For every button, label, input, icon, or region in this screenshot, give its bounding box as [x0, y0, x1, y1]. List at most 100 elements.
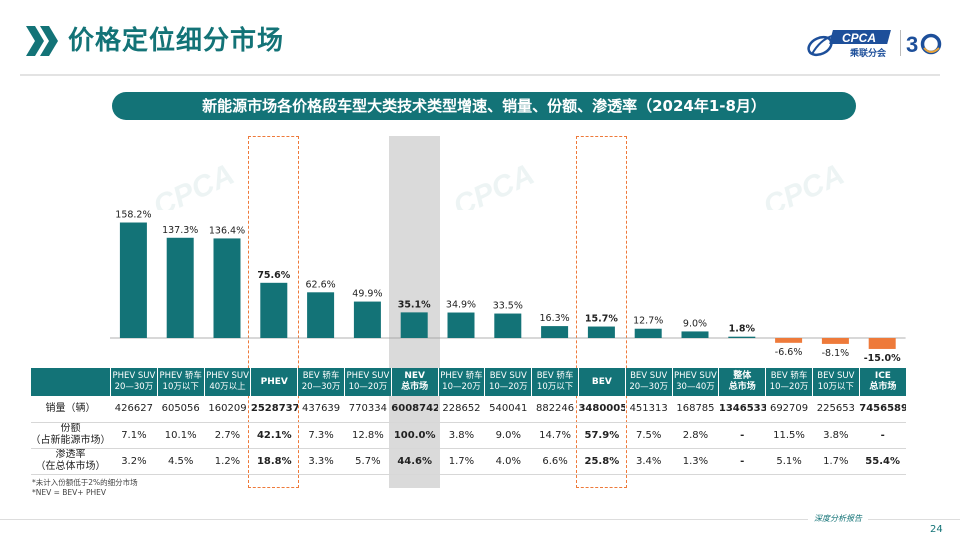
- table-cell: 7.5%: [625, 422, 673, 449]
- data-table: PHEV SUV 20—30万 PHEV 轿车 10万以下 PHEV SUV 40万以上 P…: [30, 368, 907, 475]
- svg-text:CPCA: CPCA: [842, 31, 876, 45]
- table-cell: 3.2%: [110, 448, 158, 475]
- column-header: PHEV SUV 20—30万: [110, 368, 158, 396]
- table-cell: 6008742: [391, 396, 439, 423]
- table-cell: 3480005: [578, 396, 626, 423]
- table-cell: 100.0%: [391, 422, 439, 449]
- table-cell: -: [718, 448, 766, 475]
- table-cell: 540041: [484, 396, 532, 423]
- bar-value-label: 137.3%: [162, 225, 198, 236]
- table-cell: 1.2%: [204, 448, 251, 475]
- table-row: 份额 （占新能源市场） 7.1% 10.1% 2.7% 42.1% 7.3% 12.8% 100…: [30, 422, 907, 449]
- table-cell: 3.8%: [812, 422, 860, 449]
- header-rule: [20, 74, 940, 76]
- bar-8: [494, 313, 522, 338]
- column-header-line: 20—30万: [629, 382, 668, 392]
- column-header-line: 30—40万: [676, 382, 715, 392]
- column-header: ICE 总市场: [858, 368, 907, 396]
- column-header-line: PHEV: [260, 376, 288, 387]
- table-cell: 692709: [765, 396, 813, 423]
- column-header: 整体 总市场: [718, 368, 766, 396]
- table-cell: 44.6%: [391, 448, 439, 475]
- column-header-line: 10—20万: [488, 382, 528, 392]
- table-cell: 57.9%: [578, 422, 626, 449]
- column-header: PHEV SUV 30—40万: [671, 368, 719, 396]
- anniversary-30-icon: 3: [906, 32, 942, 57]
- footnote: *NEV = BEV+ PHEV: [32, 488, 106, 497]
- bar-value-label: 136.4%: [209, 225, 245, 236]
- table-row: 销量（辆） 426627 605056 160209 2528737 437639 7703…: [30, 396, 907, 423]
- table-cell: 1.7%: [438, 448, 485, 475]
- column-header-line: PHEV 轿车: [440, 371, 483, 381]
- column-header-line: 20—30万: [301, 382, 341, 392]
- bar-value-label: 75.6%: [257, 270, 290, 281]
- table-cell: 451313: [625, 396, 673, 423]
- table-cell: 9.0%: [484, 422, 532, 449]
- table-cell: 5.1%: [765, 448, 813, 475]
- table-cell: 605056: [157, 396, 205, 423]
- column-header: PHEV 轿车 10万以下: [156, 368, 205, 396]
- bar-value-label: 62.6%: [306, 279, 336, 290]
- row-label-line: （占新能源市场）: [30, 435, 111, 446]
- column-header: BEV: [577, 368, 626, 396]
- row-label-line: 销量（辆）: [45, 402, 96, 414]
- table-cell: 228652: [438, 396, 485, 423]
- bar-value-label: 15.7%: [585, 314, 618, 325]
- table-cell: 3.4%: [625, 448, 673, 475]
- bar-value-label: 16.3%: [540, 313, 570, 324]
- column-header-line: 20—30万: [114, 382, 154, 392]
- row-label-line: 渗透率: [55, 449, 86, 460]
- table-cell: 10.1%: [157, 422, 205, 449]
- column-header: PHEV 轿车 10—20万: [437, 368, 485, 396]
- row-label-line: 份额: [60, 423, 81, 434]
- column-header-line: 10万以下: [162, 382, 199, 392]
- table-cell: -: [718, 422, 766, 449]
- table-cell: 42.1%: [250, 422, 298, 449]
- bar-value-label: 49.9%: [352, 289, 382, 300]
- bar-1: [166, 237, 194, 338]
- column-header: BEV 轿车 10—20万: [765, 368, 813, 396]
- row-label: 渗透率 （在总体市场）: [30, 448, 111, 475]
- table-cell: 2.7%: [204, 422, 251, 449]
- logo-divider: [900, 30, 901, 56]
- column-header-line: BEV SUV: [630, 371, 668, 381]
- table-cell: 225653: [812, 396, 860, 423]
- bar-13: [728, 336, 756, 338]
- table-cell: 2528737: [250, 396, 298, 423]
- column-header-line: BEV SUV: [489, 371, 527, 381]
- column-header-line: NEV: [404, 371, 425, 381]
- page-title: 价格定位细分市场: [68, 26, 285, 56]
- footer-tag: 深度分析报告: [808, 513, 868, 524]
- bar-3: [260, 282, 288, 338]
- table-cell: 11.5%: [765, 422, 813, 449]
- table-cell: 770334: [344, 396, 392, 423]
- bev-column-highlight: [576, 136, 627, 488]
- column-header-line: 总市场: [401, 382, 429, 392]
- watermark-logo: CPCA: [150, 160, 239, 210]
- table-cell: 4.5%: [157, 448, 205, 475]
- footer-rule: [0, 519, 960, 520]
- svg-text:乘联分会: 乘联分会: [849, 47, 887, 59]
- table-cell: 25.8%: [578, 448, 626, 475]
- growth-bar-chart: 158.2% 137.3% 136.4% 75.6% 62.6% 49.9% 35.1% 34…: [110, 210, 906, 364]
- table-cell: 882246: [531, 396, 579, 423]
- bar-14: [775, 338, 803, 343]
- bar-12: [681, 331, 709, 338]
- table-cell: 5.7%: [344, 448, 392, 475]
- table-cell: 12.8%: [344, 422, 392, 449]
- row-label: 销量（辆）: [30, 396, 111, 423]
- table-cell: 55.4%: [859, 448, 907, 475]
- bar-value-label: 35.1%: [398, 299, 431, 310]
- column-header: BEV SUV 20—30万: [624, 368, 673, 396]
- table-corner-cell: [30, 368, 111, 396]
- table-cell: 3.3%: [297, 448, 345, 475]
- column-header-line: PHEV 轿车: [159, 371, 202, 381]
- table-cell: 18.8%: [250, 448, 298, 475]
- table-cell: 1.3%: [672, 448, 719, 475]
- row-label-line: （在总体市场）: [35, 461, 106, 472]
- table-header-row: PHEV SUV 20—30万 PHEV 轿车 10万以下 PHEV SUV 40万以上 P…: [30, 368, 907, 396]
- column-header-line: 10—20万: [769, 382, 809, 392]
- column-header: PHEV: [250, 368, 298, 396]
- bar-value-label: 1.8%: [729, 324, 756, 335]
- table-cell: 4.0%: [484, 448, 532, 475]
